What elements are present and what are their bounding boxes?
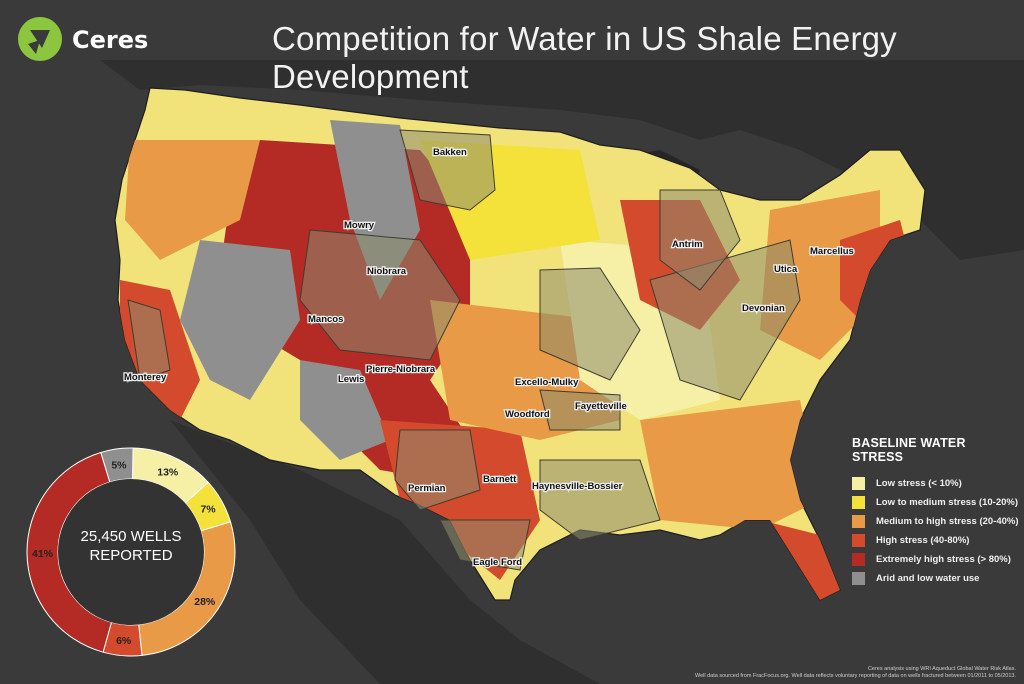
legend-label: Low to medium stress (10-20%) bbox=[876, 497, 1019, 508]
legend-swatch bbox=[852, 496, 865, 509]
legend-label: Arid and low water use bbox=[876, 573, 980, 584]
wells-donut-chart: 13% 7% 28% 6% 41% 5% bbox=[26, 447, 236, 657]
page-title: Competition for Water in US Shale Energy… bbox=[272, 20, 897, 95]
ceres-logo-mark-icon bbox=[28, 30, 50, 54]
play-label-haynesville-bossier: Haynesville-Bossier bbox=[532, 481, 623, 492]
legend-label: Low stress (< 10%) bbox=[876, 478, 962, 489]
play-label-marcellus: Marcellus bbox=[810, 246, 854, 257]
legend-label: Extremely high stress (> 80%) bbox=[876, 554, 1011, 565]
donut-segment-label: 5% bbox=[111, 459, 127, 471]
play-outline-bakken bbox=[399, 129, 496, 211]
legend-item: High stress (40-80%) bbox=[852, 531, 1020, 550]
legend-item: Low stress (< 10%) bbox=[852, 474, 1020, 493]
play-label-barnett: Barnett bbox=[483, 474, 517, 485]
play-outline-monterey bbox=[127, 299, 171, 381]
legend: BASELINE WATER STRESS Low stress (< 10%)… bbox=[852, 436, 1020, 588]
play-label-mowry: Mowry bbox=[344, 220, 375, 231]
shale-play-labels: Bakken Mowry Niobrara Mancos Monterey LewisPi… bbox=[123, 146, 855, 570]
play-label-mancos: Mancos bbox=[308, 314, 343, 325]
play-label-niobrara: Niobrara bbox=[367, 266, 407, 277]
legend-swatch bbox=[852, 553, 865, 566]
legend-label: Medium to high stress (20-40%) bbox=[876, 516, 1019, 527]
play-label-bakken: Bakken bbox=[433, 147, 467, 158]
play-label-eagle-ford: Eagle Ford bbox=[473, 557, 522, 568]
west-arid-region bbox=[180, 240, 300, 400]
donut-hole bbox=[58, 479, 204, 625]
legend-item: Low to medium stress (10-20%) bbox=[852, 493, 1020, 512]
shale-play-outlines bbox=[127, 129, 801, 571]
play-label-lewis: Lewis bbox=[338, 374, 364, 385]
brand-name: Ceres bbox=[72, 26, 149, 54]
legend-item: Arid and low water use bbox=[852, 569, 1020, 588]
northwest-orange-region bbox=[125, 140, 260, 260]
mexico-landmass bbox=[170, 420, 600, 684]
play-outline-eagle-ford bbox=[439, 519, 531, 571]
play-label-pierre-niobrara: Pierre-Niobrara bbox=[366, 364, 436, 375]
play-outline-antrim bbox=[659, 189, 741, 291]
play-label-woodford: Woodford bbox=[505, 409, 550, 420]
play-outline-niobrara bbox=[299, 229, 461, 361]
play-label-excello-mulky: Excello-Mulky bbox=[515, 377, 579, 388]
donut-segment-label: 28% bbox=[194, 596, 216, 608]
southwest-arid-region bbox=[300, 360, 390, 460]
donut-segment-label: 6% bbox=[116, 635, 132, 647]
legend-title: BASELINE WATER STRESS bbox=[852, 436, 966, 464]
legend-items: Low stress (< 10%) Low to medium stress (… bbox=[852, 474, 1020, 588]
donut-center-line1: 25,450 WELLS bbox=[80, 528, 182, 545]
play-outline-illinois-basin bbox=[539, 267, 641, 381]
canada-landmass bbox=[100, 60, 1024, 260]
legend-item: Medium to high stress (20-40%) bbox=[852, 512, 1020, 531]
play-label-antrim: Antrim bbox=[672, 239, 703, 250]
play-label-permian: Permian bbox=[408, 483, 446, 494]
donut-center-text: 25,450 WELLS REPORTED bbox=[56, 527, 206, 565]
play-label-utica: Utica bbox=[774, 264, 798, 275]
brand: Ceres bbox=[62, 26, 148, 54]
legend-label: High stress (40-80%) bbox=[876, 535, 970, 546]
play-outline-haynesville bbox=[539, 459, 661, 541]
play-label-monterey: Monterey bbox=[124, 372, 167, 383]
legend-swatch bbox=[852, 572, 865, 585]
donut-segment-label: 13% bbox=[157, 466, 179, 478]
legend-swatch bbox=[852, 515, 865, 528]
southeast-medium-region bbox=[640, 400, 820, 530]
play-label-devonian: Devonian bbox=[742, 303, 785, 314]
legend-swatch bbox=[852, 534, 865, 547]
donut-segment-label: 41% bbox=[32, 548, 54, 560]
play-outline-permian bbox=[394, 429, 481, 511]
donut-center-line2: REPORTED bbox=[89, 547, 173, 564]
credits: Ceres analysis using WRI Aqueduct Global… bbox=[695, 666, 1016, 680]
play-outline-fayetteville bbox=[539, 389, 621, 431]
donut-segment-label: 7% bbox=[200, 503, 216, 515]
credits-line1: Ceres analysis using WRI Aqueduct Global… bbox=[867, 666, 1016, 672]
credits-line2: Well data sourced from FracFocus.org. We… bbox=[694, 673, 1016, 679]
legend-item: Extremely high stress (> 80%) bbox=[852, 550, 1020, 569]
play-label-fayetteville: Fayetteville bbox=[575, 401, 627, 412]
legend-swatch bbox=[852, 477, 865, 490]
ceres-logo bbox=[18, 17, 62, 61]
